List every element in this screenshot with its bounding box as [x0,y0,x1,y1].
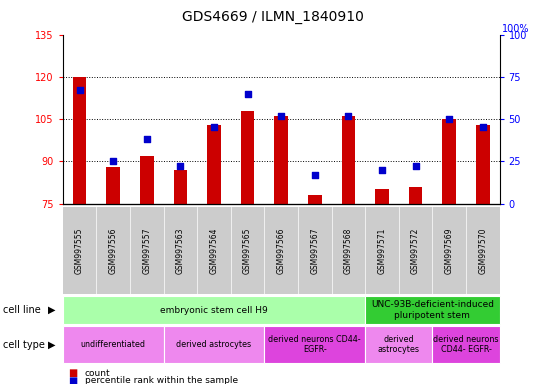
Text: GSM997564: GSM997564 [210,227,218,274]
Point [277,113,286,119]
Text: ▶: ▶ [48,339,56,350]
Text: GSM997565: GSM997565 [243,227,252,274]
Text: GSM997569: GSM997569 [444,227,454,274]
Point [109,158,117,164]
Text: GSM997555: GSM997555 [75,227,84,274]
Bar [409,187,422,204]
Text: cell line: cell line [3,305,40,315]
Point [344,113,353,119]
Bar [375,189,389,204]
Point [445,116,454,122]
Text: ■: ■ [68,376,78,384]
Bar [308,195,322,204]
Text: count: count [85,369,110,378]
Text: cell type: cell type [3,339,45,350]
Text: ■: ■ [68,368,78,378]
Point [176,163,185,169]
Point [210,124,218,131]
Text: GSM997557: GSM997557 [143,227,151,274]
Text: GSM997556: GSM997556 [109,227,118,274]
Text: derived astrocytes: derived astrocytes [176,340,252,349]
Text: GSM997567: GSM997567 [310,227,319,274]
Text: GSM997563: GSM997563 [176,227,185,274]
Point [378,167,387,173]
Text: GSM997566: GSM997566 [277,227,286,274]
Point [243,91,252,97]
Point [478,124,487,131]
Text: derived neurons
CD44- EGFR-: derived neurons CD44- EGFR- [433,335,498,354]
Text: derived neurons CD44-
EGFR-: derived neurons CD44- EGFR- [269,335,361,354]
Point [411,163,420,169]
Bar [174,170,187,204]
Bar [442,119,456,204]
Text: ▶: ▶ [48,305,56,315]
Text: 100%: 100% [502,24,530,34]
Bar [275,116,288,204]
Bar [106,167,120,204]
Bar [207,125,221,204]
Text: embryonic stem cell H9: embryonic stem cell H9 [160,306,268,314]
Text: percentile rank within the sample: percentile rank within the sample [85,376,238,384]
Bar [140,156,153,204]
Bar [73,77,86,204]
Point [143,136,151,142]
Bar [476,125,490,204]
Bar [342,116,355,204]
Text: UNC-93B-deficient-induced
pluripotent stem: UNC-93B-deficient-induced pluripotent st… [371,300,494,320]
Text: GSM997572: GSM997572 [411,227,420,274]
Text: undifferentiated: undifferentiated [81,340,146,349]
Text: GSM997570: GSM997570 [478,227,487,274]
Point [75,87,84,93]
Bar [241,111,254,204]
Text: GSM997568: GSM997568 [344,227,353,274]
Text: GDS4669 / ILMN_1840910: GDS4669 / ILMN_1840910 [182,10,364,23]
Text: GSM997571: GSM997571 [377,227,387,274]
Text: derived
astrocytes: derived astrocytes [378,335,420,354]
Point [311,172,319,178]
